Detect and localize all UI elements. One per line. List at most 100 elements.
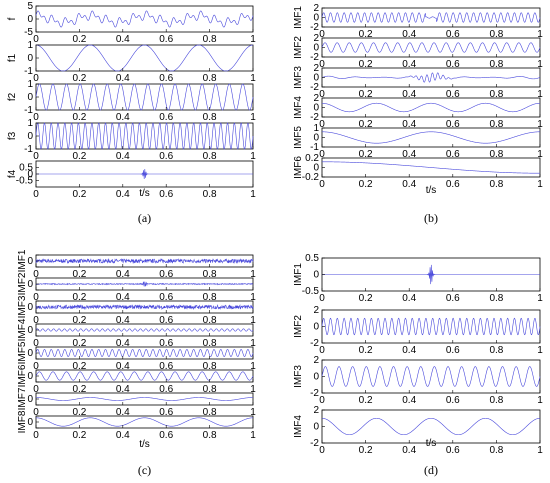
x-tick-label: 0.2 <box>359 89 373 100</box>
x-tick-label: 1 <box>537 29 543 40</box>
x-tick-label: 0.8 <box>489 149 503 160</box>
y-axis-label: IMF2 <box>293 315 304 338</box>
signal-line <box>35 44 254 72</box>
x-tick-label: 0 <box>319 89 325 100</box>
x-tick-label: 0.4 <box>402 445 416 456</box>
y-tick-label: 5 <box>27 1 33 12</box>
x-tick-label: 0.6 <box>159 384 173 395</box>
y-tick-label: -0.2 <box>302 172 320 183</box>
y-axis-label: IMF6 <box>17 364 28 387</box>
x-tick-label: 1 <box>250 430 256 441</box>
signal-line <box>35 281 254 287</box>
x-tick-label: 1 <box>250 361 256 372</box>
x-tick-label: 0.8 <box>203 430 217 441</box>
x-tick-label: 1 <box>250 73 256 84</box>
x-tick-label: 1 <box>250 151 256 162</box>
x-tick-label: 0.8 <box>203 338 217 349</box>
signal-line <box>322 161 540 174</box>
x-tick-label: 0.6 <box>446 89 460 100</box>
x-tick-label: 0.4 <box>402 395 416 406</box>
y-axis-label: IMF4 <box>293 96 304 119</box>
signal-line <box>35 122 254 150</box>
y-tick-label: 2 <box>313 3 319 14</box>
x-tick-label: 0 <box>33 384 39 395</box>
x-tick-label: 0 <box>319 293 325 304</box>
y-axis-label: f4 <box>7 169 18 178</box>
signal-line <box>36 397 253 401</box>
x-tick-label: 0 <box>33 34 39 45</box>
y-axis-label: IMF5 <box>293 126 304 149</box>
x-tick-label: 1 <box>250 338 256 349</box>
y-axis-label: f <box>7 17 18 20</box>
signal-line <box>35 83 254 111</box>
x-tick-label: 0 <box>33 338 39 349</box>
x-tick-label: 0.2 <box>72 34 86 45</box>
x-tick-label: 0.2 <box>72 430 86 441</box>
x-tick-label: 0 <box>33 112 39 123</box>
x-tick-label: 0.8 <box>489 179 503 190</box>
x-tick-label: 0.6 <box>159 361 173 372</box>
x-tick-label: 0.6 <box>159 292 173 303</box>
x-tick-label: 0 <box>33 269 39 280</box>
y-tick-label: 0.2 <box>305 153 319 164</box>
x-tick-label: 0.2 <box>359 149 373 160</box>
x-tick-label: 0.4 <box>116 338 130 349</box>
panel-label: (a) <box>138 211 151 225</box>
x-tick-label: 0.6 <box>159 112 173 123</box>
y-tick-label: 0.5 <box>19 163 33 174</box>
x-tick-label: 1 <box>537 445 543 456</box>
x-tick-label: 0.2 <box>72 269 86 280</box>
y-tick-label: 0 <box>313 133 319 144</box>
x-tick-label: 1 <box>537 119 543 130</box>
y-tick-label: 2 <box>313 63 319 74</box>
x-tick-label: 0.6 <box>159 315 173 326</box>
x-tick-label: 0.2 <box>72 151 86 162</box>
x-tick-label: 1 <box>250 189 256 200</box>
y-tick-label: 0 <box>27 14 33 25</box>
x-tick-label: 0.8 <box>489 59 503 70</box>
y-tick-label: 2 <box>313 355 319 366</box>
x-tick-label: 0.6 <box>159 269 173 280</box>
x-tick-label: 0 <box>319 445 325 456</box>
x-tick-label: 0.4 <box>116 407 130 418</box>
y-tick-label: 0 <box>27 256 33 267</box>
signal-line <box>35 349 254 357</box>
x-tick-label: 0.2 <box>72 73 86 84</box>
x-tick-label: 0.4 <box>116 430 130 441</box>
x-tick-label: 0.4 <box>402 119 416 130</box>
x-tick-label: 0.8 <box>203 112 217 123</box>
y-tick-label: -1 <box>24 144 33 155</box>
x-axis-label: t/s <box>139 188 150 199</box>
y-tick-label: -2 <box>310 82 319 93</box>
x-tick-label: 0.2 <box>359 445 373 456</box>
x-tick-label: 0 <box>33 151 39 162</box>
signal-line <box>35 371 254 381</box>
y-axis-label: IMF6 <box>293 156 304 179</box>
x-tick-label: 0.8 <box>489 293 503 304</box>
y-tick-label: 0 <box>313 73 319 84</box>
y-axis-label: IMF3 <box>293 365 304 388</box>
x-tick-label: 0.6 <box>159 34 173 45</box>
x-tick-label: 0.4 <box>402 89 416 100</box>
y-tick-label: -2 <box>310 438 319 449</box>
x-tick-label: 0.6 <box>159 407 173 418</box>
x-tick-label: 0.6 <box>446 395 460 406</box>
y-tick-label: -2 <box>310 388 319 399</box>
x-tick-label: 0.4 <box>402 29 416 40</box>
x-tick-label: 0.2 <box>72 407 86 418</box>
subplot-axes-box <box>321 97 541 118</box>
y-tick-label: 0 <box>27 279 33 290</box>
x-tick-label: 0 <box>33 407 39 418</box>
x-tick-label: 0.8 <box>203 189 217 200</box>
x-axis-label: t/s <box>426 185 437 196</box>
x-tick-label: 0 <box>319 149 325 160</box>
y-tick-label: -5 <box>24 27 33 38</box>
x-tick-label: 0.4 <box>116 292 130 303</box>
x-tick-label: 1 <box>537 345 543 356</box>
x-tick-label: 0.6 <box>446 29 460 40</box>
y-tick-label: 0.5 <box>305 253 319 264</box>
x-tick-label: 0.4 <box>402 179 416 190</box>
x-tick-label: 0.2 <box>72 315 86 326</box>
y-tick-label: -1 <box>24 66 33 77</box>
